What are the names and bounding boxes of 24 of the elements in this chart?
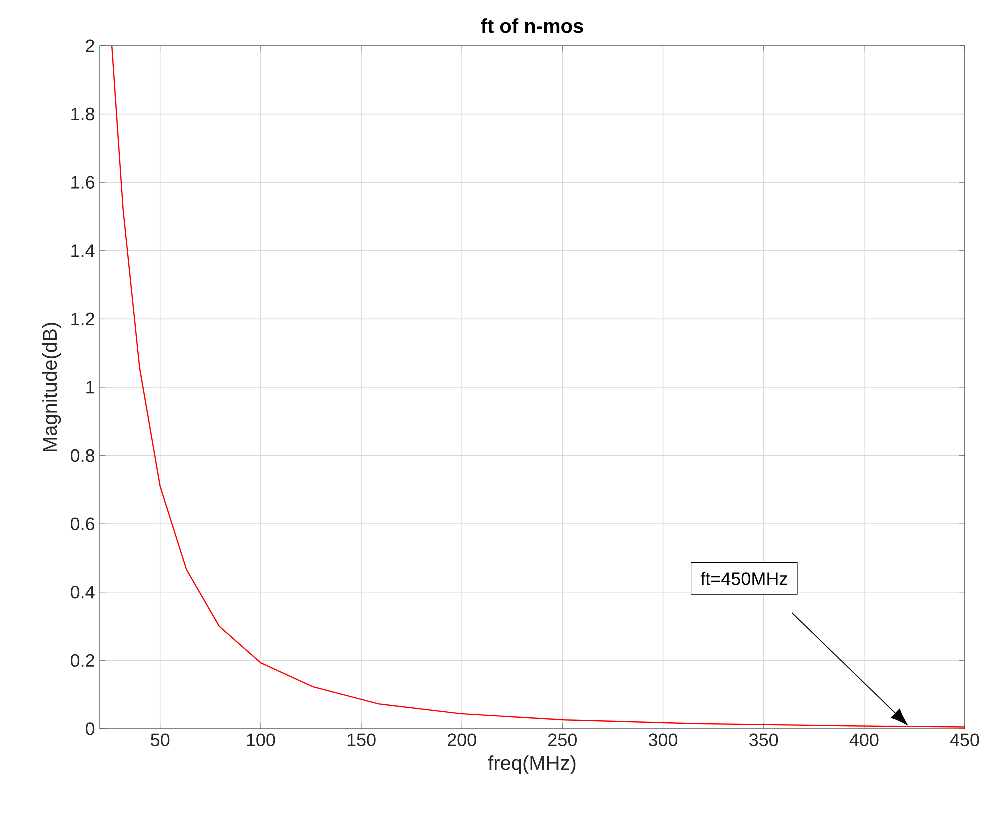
x-tick-label: 50 xyxy=(151,734,170,746)
x-tick-label: 100 xyxy=(247,734,276,746)
x-tick-label: 400 xyxy=(850,734,879,746)
x-tick-label: 300 xyxy=(648,734,678,746)
y-tick-label: 0.2 xyxy=(70,654,94,668)
x-tick-label: 200 xyxy=(448,734,476,746)
y-tick-label: 1.4 xyxy=(72,244,95,258)
chart-title: ft of n-mos xyxy=(481,18,584,34)
x-tick-label: 250 xyxy=(548,734,577,746)
y-tick-label: 1.2 xyxy=(72,312,94,326)
y-tick-label: 0.6 xyxy=(70,518,95,530)
y-tick-label: 0.8 xyxy=(70,449,95,462)
x-tick-label: 350 xyxy=(750,734,778,746)
y-tick-label: 0 xyxy=(86,722,95,736)
y-tick-label: 0.4 xyxy=(70,586,95,599)
y-axis-title: Magnitude(dB) xyxy=(42,323,62,452)
x-tick-label: 450 xyxy=(950,734,980,746)
y-tick-label: 1.6 xyxy=(72,176,95,189)
x-tick-label: 150 xyxy=(348,734,376,746)
annotation: ft=450MHz xyxy=(700,572,788,586)
y-tick-label: 1.8 xyxy=(72,108,95,121)
x-axis-title: freq(MHz) xyxy=(488,756,576,774)
y-tick-label: 1 xyxy=(86,381,94,394)
y-tick-label: 2 xyxy=(86,40,94,52)
